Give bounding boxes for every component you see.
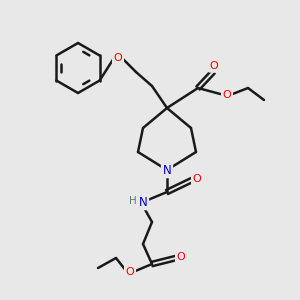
- Text: N: N: [139, 196, 147, 208]
- Text: O: O: [223, 90, 231, 100]
- Text: O: O: [193, 174, 201, 184]
- Text: O: O: [177, 252, 185, 262]
- Text: O: O: [210, 61, 218, 71]
- Text: N: N: [163, 164, 171, 176]
- Text: O: O: [114, 53, 122, 63]
- Text: H: H: [129, 196, 137, 206]
- Text: O: O: [126, 267, 134, 277]
